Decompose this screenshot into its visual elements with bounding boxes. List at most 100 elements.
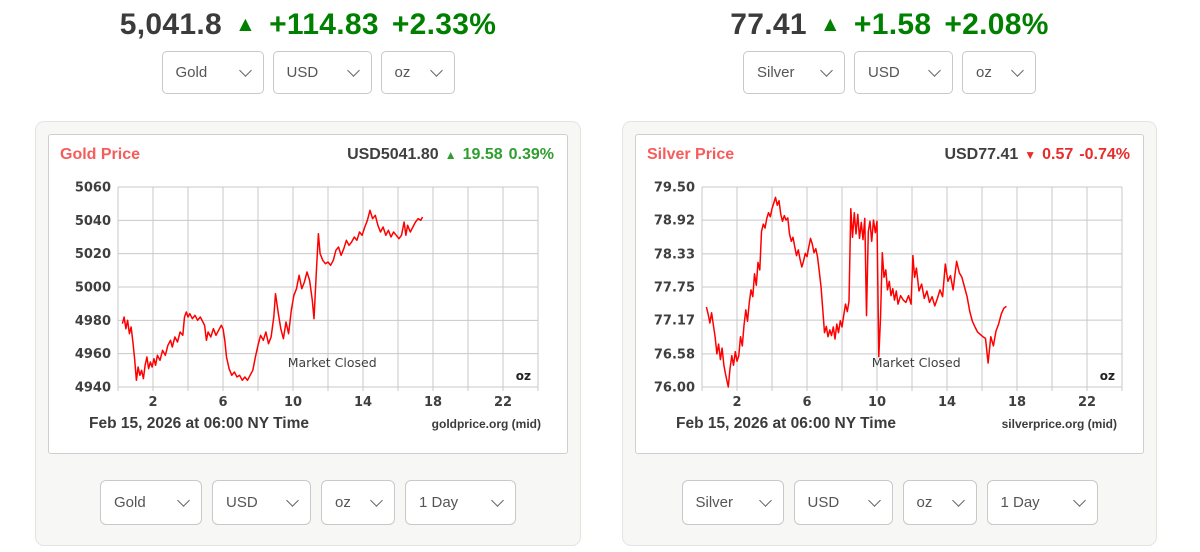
gold-bottom-select-row: Gold USD oz 1 Day — [48, 480, 568, 525]
gold-chart-card: Gold Price USD5041.80 ▲ 19.58 0.39% 5060… — [35, 121, 581, 546]
svg-text:14: 14 — [938, 395, 956, 410]
up-arrow-icon: ▲ — [234, 13, 257, 36]
svg-text:4980: 4980 — [75, 314, 111, 329]
down-arrow-icon: ▼ — [1024, 148, 1037, 162]
svg-text:5000: 5000 — [75, 281, 111, 296]
up-arrow-icon: ▲ — [819, 13, 841, 36]
currency-select[interactable]: USD — [793, 480, 893, 525]
unit-select-value: oz — [976, 64, 992, 81]
metal-select-value: Silver — [695, 494, 734, 511]
svg-text:4960: 4960 — [75, 347, 111, 362]
svg-text:76.58: 76.58 — [654, 347, 695, 362]
gold-chart-footer: Feb 15, 2026 at 06:00 NY Time goldprice.… — [49, 415, 567, 433]
currency-select-value: USD — [868, 64, 900, 81]
currency-select[interactable]: USD — [854, 51, 953, 94]
chart-source: goldprice.org (mid) — [431, 417, 541, 431]
gold-top-select-row: Gold USD oz — [35, 51, 581, 94]
metal-select-value: Silver — [757, 64, 795, 81]
silver-price-change-percent: +2.08% — [944, 8, 1049, 41]
svg-text:10: 10 — [284, 395, 302, 410]
chart-quote: USD77.41 — [944, 146, 1019, 163]
svg-text:18: 18 — [1008, 395, 1026, 410]
svg-text:4940: 4940 — [75, 381, 111, 396]
chevron-down-icon — [867, 493, 881, 507]
svg-text:oz: oz — [516, 369, 531, 383]
chevron-down-icon — [346, 63, 360, 77]
svg-text:77.17: 77.17 — [654, 314, 695, 329]
chart-timestamp: Feb 15, 2026 at 06:00 NY Time — [676, 415, 896, 432]
unit-select[interactable]: oz — [962, 51, 1036, 94]
silver-chart-header: Silver Price USD77.41 ▼ 0.57 -0.74% — [636, 145, 1143, 165]
svg-text:oz: oz — [1100, 369, 1115, 383]
svg-text:2: 2 — [732, 395, 741, 410]
time-range-select-value: 1 Day — [1000, 494, 1040, 511]
svg-text:2: 2 — [148, 395, 157, 410]
gold-price-chart: 5060 5040 5020 5000 4980 4960 4940 2 6 10 14 18 22 Ma… — [75, 181, 539, 410]
silver-chart-quote-group: USD77.41 ▼ 0.57 -0.74% — [944, 145, 1130, 165]
silver-chart-footer: Feb 15, 2026 at 06:00 NY Time silverpric… — [636, 415, 1143, 433]
chevron-down-icon — [370, 493, 383, 507]
silver-bottom-select-row: Silver USD oz 1 Day — [635, 480, 1144, 525]
svg-text:Market Closed: Market Closed — [288, 355, 377, 370]
time-range-select-value: 1 Day — [419, 494, 459, 511]
chevron-down-icon — [177, 493, 190, 507]
svg-text:78.92: 78.92 — [654, 214, 695, 229]
chevron-down-icon — [1072, 493, 1086, 507]
svg-text:78.33: 78.33 — [654, 247, 695, 262]
svg-text:5020: 5020 — [75, 247, 111, 262]
unit-select[interactable]: oz — [321, 480, 395, 525]
gold-widget: 5,041.8 ▲ +114.83 +2.33% Gold USD oz Gol… — [35, 0, 581, 546]
svg-text:5060: 5060 — [75, 181, 111, 196]
svg-text:22: 22 — [494, 395, 512, 410]
metal-select[interactable]: Silver — [743, 51, 845, 94]
silver-current-price: 77.41 — [730, 8, 807, 41]
silver-price-chart: 79.50 78.92 78.33 77.75 77.17 76.58 76.00 2 6 10 1… — [654, 181, 1123, 410]
silver-chart-card: Silver Price USD77.41 ▼ 0.57 -0.74% 79.5… — [622, 121, 1157, 546]
chevron-down-icon — [951, 493, 965, 507]
silver-price-headline: 77.41 ▲ +1.58 +2.08% — [622, 6, 1157, 44]
unit-select-value: oz — [394, 64, 411, 81]
chevron-down-icon — [429, 63, 443, 77]
chart-change-percent: 0.39% — [508, 146, 554, 163]
chevron-down-icon — [928, 63, 941, 77]
chevron-down-icon — [1011, 63, 1024, 77]
currency-select-value: USD — [286, 64, 319, 81]
svg-text:14: 14 — [354, 395, 372, 410]
chart-change: 19.58 — [462, 146, 503, 163]
gold-chart-quote-group: USD5041.80 ▲ 19.58 0.39% — [347, 145, 554, 165]
metal-select[interactable]: Silver — [681, 480, 784, 525]
currency-select[interactable]: USD — [272, 51, 372, 94]
chart-timestamp: Feb 15, 2026 at 06:00 NY Time — [89, 415, 309, 432]
time-range-select[interactable]: 1 Day — [986, 480, 1098, 525]
chart-change: 0.57 — [1042, 146, 1074, 163]
chart-change-percent: -0.74% — [1079, 146, 1130, 163]
chart-title: Gold Price — [60, 146, 141, 163]
svg-text:77.75: 77.75 — [654, 281, 695, 296]
up-arrow-icon: ▲ — [444, 148, 457, 162]
svg-text:6: 6 — [218, 395, 227, 410]
svg-text:76.00: 76.00 — [654, 381, 695, 396]
gold-current-price: 5,041.8 — [119, 8, 222, 41]
unit-select-value: oz — [335, 494, 351, 511]
currency-select[interactable]: USD — [212, 480, 311, 525]
svg-text:10: 10 — [868, 395, 886, 410]
unit-select[interactable]: oz — [902, 480, 977, 525]
chevron-down-icon — [238, 63, 252, 77]
time-range-select[interactable]: 1 Day — [405, 480, 516, 525]
chevron-down-icon — [491, 493, 504, 507]
chevron-down-icon — [286, 493, 299, 507]
svg-text:5040: 5040 — [75, 214, 111, 229]
chart-quote: USD5041.80 — [347, 146, 439, 163]
silver-top-select-row: Silver USD oz — [622, 51, 1157, 94]
metal-select[interactable]: Gold — [100, 480, 202, 525]
svg-text:79.50: 79.50 — [654, 181, 695, 196]
gold-price-headline: 5,041.8 ▲ +114.83 +2.33% — [35, 6, 581, 44]
svg-text:Market Closed: Market Closed — [872, 355, 961, 370]
metal-select[interactable]: Gold — [161, 51, 264, 94]
metal-select-value: Gold — [114, 494, 146, 511]
chevron-down-icon — [820, 63, 833, 77]
silver-price-change: +1.58 — [853, 8, 932, 41]
chevron-down-icon — [758, 493, 772, 507]
unit-select[interactable]: oz — [380, 51, 455, 94]
svg-text:18: 18 — [424, 395, 442, 410]
